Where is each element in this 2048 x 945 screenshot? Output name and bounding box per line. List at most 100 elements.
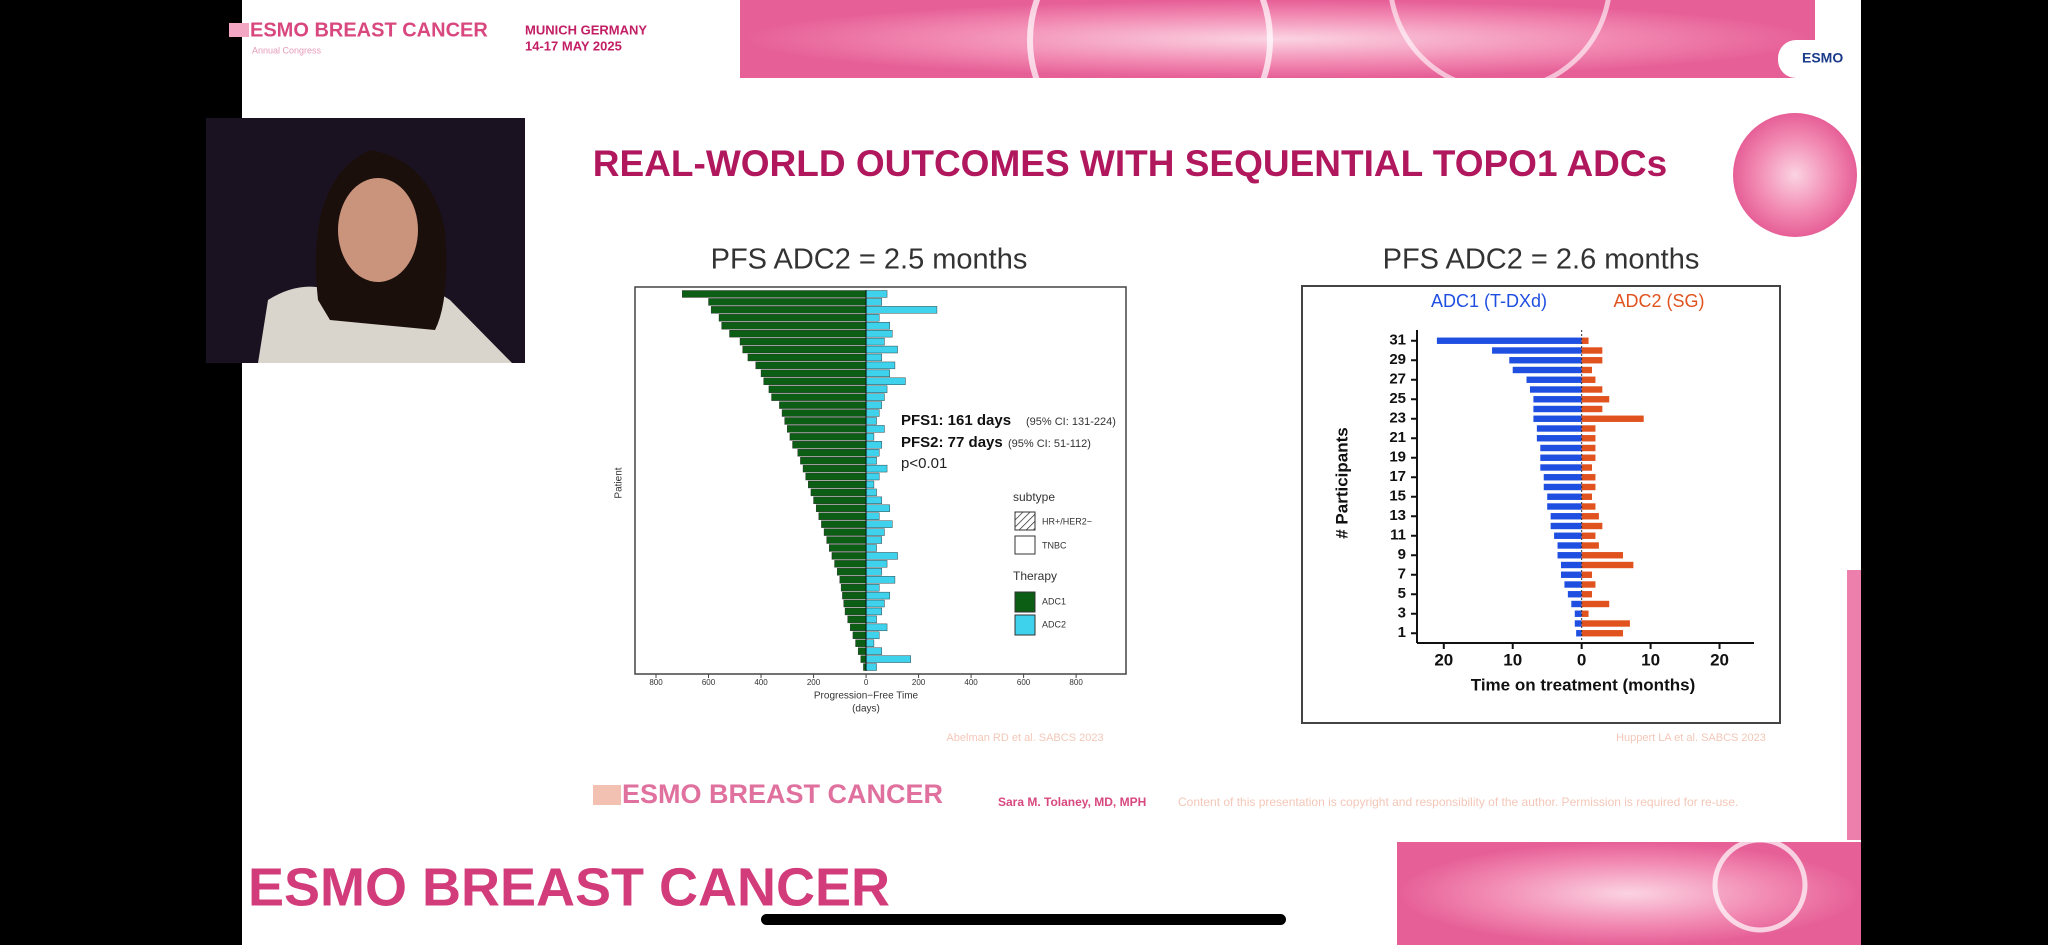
x-tick-label: 20: [1434, 650, 1453, 669]
bar: [1581, 493, 1592, 500]
bar: [1581, 347, 1603, 354]
citation: Abelman RD et al. SABCS 2023: [946, 732, 1103, 744]
x-tick-label: 400: [964, 678, 978, 687]
bar: [1581, 483, 1596, 491]
bar: [1567, 591, 1582, 598]
bar: [718, 314, 867, 322]
legend-title: subtype: [1013, 490, 1055, 504]
bar: [823, 528, 867, 536]
bar: [865, 663, 877, 671]
bar: [1581, 620, 1630, 627]
legend-title: Therapy: [1013, 569, 1057, 583]
bar: [852, 631, 867, 639]
y-tick-label: 13: [1389, 507, 1406, 524]
banner-decoration: [1397, 842, 1861, 945]
bar: [865, 345, 898, 354]
slide-title: REAL-WORLD OUTCOMES WITH SEQUENTIAL TOPO…: [593, 143, 1667, 184]
bar: [768, 385, 867, 393]
bar: [682, 290, 867, 298]
bar: [865, 528, 885, 536]
bar: [1540, 454, 1582, 461]
bar: [1576, 630, 1582, 637]
bar: [843, 599, 867, 608]
x-tick-label: 600: [702, 678, 716, 687]
bar: [1512, 366, 1582, 374]
x-tick-label: 10: [1641, 650, 1660, 669]
bar: [1550, 513, 1582, 520]
bar: [860, 655, 867, 663]
legend-label: ADC1 (T-DXd): [1431, 291, 1547, 311]
bar: [1550, 522, 1582, 530]
bar: [865, 322, 890, 330]
bar: [1509, 357, 1582, 364]
y-tick-label: 7: [1398, 566, 1406, 583]
bar: [1581, 357, 1603, 364]
bar: [1581, 366, 1592, 374]
y-tick-label: 23: [1389, 410, 1406, 427]
legend-label: ADC2: [1042, 619, 1066, 629]
bar: [808, 480, 867, 489]
legend-label: ADC1: [1042, 596, 1066, 606]
bar: [865, 639, 875, 647]
bar: [1560, 561, 1582, 569]
bar: [865, 329, 893, 338]
bar: [1581, 542, 1599, 549]
bar: [865, 512, 880, 520]
bar: [1581, 415, 1644, 422]
y-tick-label: 31: [1389, 332, 1406, 349]
annotation: PFS2: 77 days: [901, 434, 1003, 451]
bar: [865, 353, 883, 362]
bar: [865, 544, 877, 552]
bar: [708, 298, 867, 306]
bar: [1581, 552, 1624, 559]
legend-swatch: [1014, 535, 1036, 555]
bar: [1581, 376, 1596, 383]
bar: [865, 560, 888, 568]
bar: [1581, 591, 1592, 598]
bar: [815, 504, 867, 512]
bar: [857, 647, 867, 655]
bar: [865, 401, 883, 409]
bar: [840, 583, 867, 592]
bar: [1533, 405, 1582, 413]
bar: [847, 615, 867, 624]
banner-text: ESMO BREAST CANCER: [248, 857, 890, 917]
bar: [729, 329, 867, 338]
x-tick-label: 200: [912, 678, 926, 687]
bar: [818, 512, 867, 520]
bar: [1560, 571, 1582, 578]
bar: [855, 639, 867, 647]
bar: [1554, 532, 1582, 539]
x-tick-label: 200: [807, 678, 821, 687]
header-dates: 14-17 MAY 2025: [525, 38, 622, 53]
y-tick-label: 9: [1398, 546, 1406, 563]
bar: [1536, 425, 1582, 432]
bar: [787, 425, 867, 433]
y-tick-label: 29: [1389, 351, 1406, 368]
bar: [771, 393, 867, 401]
bar: [865, 472, 880, 481]
bar: [865, 456, 877, 465]
bar: [826, 536, 867, 544]
x-tick-label: 800: [1069, 678, 1083, 687]
presenter: Sara M. Tolaney, MD, MPH: [998, 795, 1146, 809]
annotation: (95% CI: 51-112): [1008, 438, 1091, 450]
rose-swirl: [1027, 0, 1273, 163]
bar: [842, 591, 867, 600]
x-axis-unit: (days): [852, 704, 880, 715]
bar: [747, 353, 867, 362]
bar: [865, 520, 893, 528]
bar: [1581, 630, 1624, 637]
x-axis-label: Time on treatment (months): [1471, 675, 1695, 694]
bar: [1529, 386, 1582, 393]
bar: [865, 290, 888, 298]
bar: [865, 417, 877, 425]
bar: [865, 449, 880, 457]
bar: [1574, 610, 1582, 617]
rose-swirl: [1389, 0, 1611, 93]
bar: [865, 576, 896, 584]
x-tick-label: 0: [1577, 650, 1586, 669]
rose-swirl: [1712, 837, 1808, 933]
